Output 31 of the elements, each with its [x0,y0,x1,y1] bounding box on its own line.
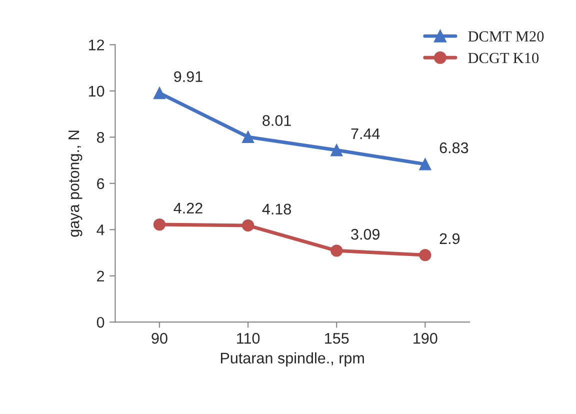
y-tick-label: 8 [96,132,104,143]
data-label: 2.9 [440,233,460,244]
y-axis-title: gaya potong., N [68,130,82,237]
point [330,244,343,257]
y-tick-label: 12 [88,40,104,50]
point [419,248,432,262]
data-label: 8.01 [262,115,291,126]
data-label: 4.18 [262,204,291,215]
y-tick-label: 2 [97,270,104,282]
data-label: 7.44 [351,128,380,140]
x-tick-label: 155 [325,333,349,344]
point [242,219,254,232]
x-tick-label: 90 [152,332,168,344]
data-label: 4.22 [174,202,202,214]
point [242,130,254,144]
x-tick-label: 110 [237,332,260,344]
y-tick-label: 10 [88,86,104,97]
point [153,218,166,231]
y-tick-label: 0 [96,316,104,328]
data-label: 3.09 [351,228,380,240]
x-axis-title: Putaran spindle., rpm [220,352,364,367]
legend-label: DCGT K10 [468,52,539,64]
point [419,158,432,170]
x-tick-label: 190 [414,332,438,344]
legend-label: DCMT M20 [468,31,544,42]
data-label: 9.91 [174,71,202,82]
y-tick-label: 6 [97,178,104,190]
point [330,144,343,156]
y-tick-label: 4 [96,224,104,236]
data-label: 6.83 [440,142,468,154]
point [153,86,166,100]
